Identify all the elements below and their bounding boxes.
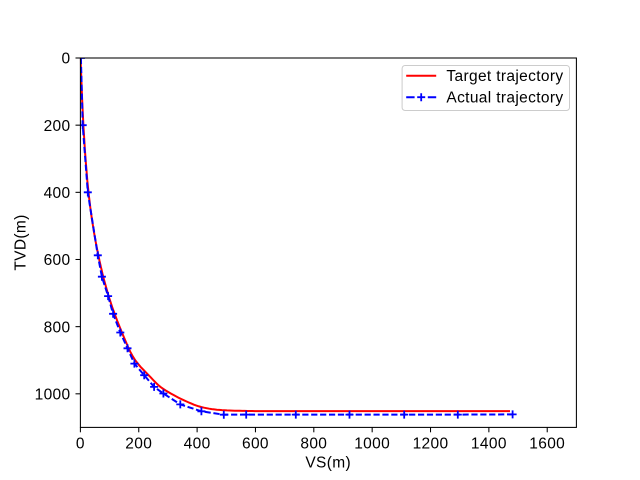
svg-text:400: 400 bbox=[184, 435, 211, 452]
svg-text:1000: 1000 bbox=[35, 387, 71, 404]
svg-text:1000: 1000 bbox=[354, 435, 390, 452]
svg-text:1200: 1200 bbox=[413, 435, 449, 452]
svg-text:0: 0 bbox=[76, 435, 85, 452]
svg-text:600: 600 bbox=[242, 435, 269, 452]
svg-text:1400: 1400 bbox=[471, 435, 507, 452]
svg-text:0: 0 bbox=[62, 51, 71, 68]
svg-text:Actual trajectory: Actual trajectory bbox=[446, 90, 563, 107]
svg-text:TVD(m): TVD(m) bbox=[12, 214, 29, 270]
svg-text:800: 800 bbox=[300, 435, 327, 452]
svg-text:VS(m): VS(m) bbox=[305, 454, 351, 471]
svg-text:1600: 1600 bbox=[529, 435, 565, 452]
svg-text:800: 800 bbox=[44, 319, 71, 336]
svg-text:600: 600 bbox=[44, 252, 71, 269]
svg-text:400: 400 bbox=[44, 185, 71, 202]
svg-text:200: 200 bbox=[125, 435, 152, 452]
svg-text:Target trajectory: Target trajectory bbox=[446, 68, 563, 85]
svg-text:200: 200 bbox=[44, 118, 71, 135]
